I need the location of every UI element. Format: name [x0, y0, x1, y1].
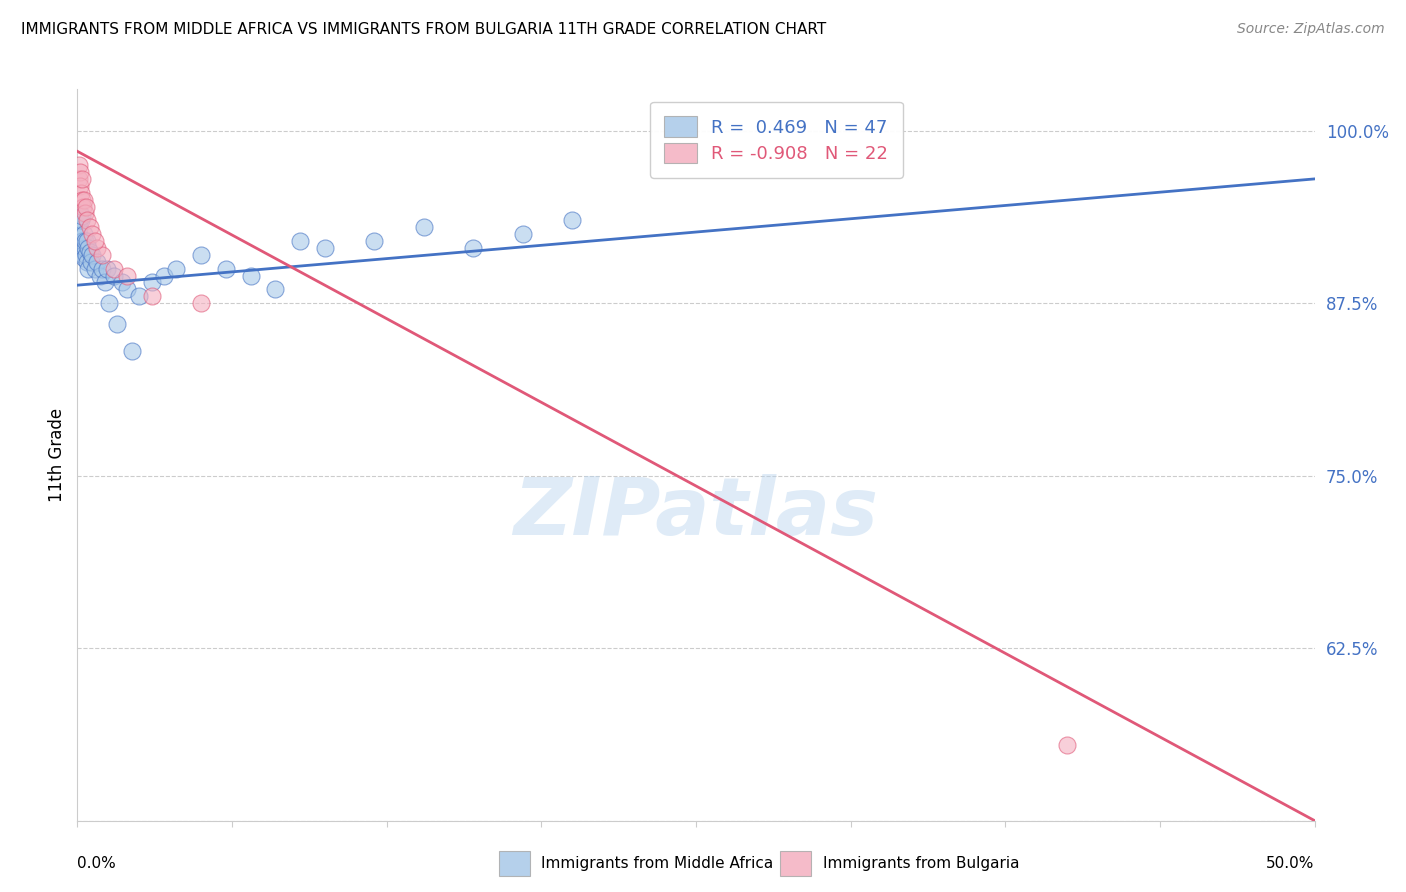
Point: [165, 261, 187, 276]
Point: [105, 317, 128, 331]
Point: [70, 193, 93, 207]
Point: [363, 234, 385, 248]
Point: [75, 248, 97, 262]
Point: [67, 158, 90, 172]
Point: [70, 186, 93, 200]
Point: [80, 254, 103, 268]
Point: [69, 165, 91, 179]
Point: [82, 227, 104, 241]
Point: [86, 241, 108, 255]
Point: [153, 268, 176, 283]
Point: [83, 234, 105, 248]
Point: [86, 254, 108, 268]
Point: [69, 178, 91, 193]
Point: [412, 220, 434, 235]
Point: [89, 268, 111, 283]
Point: [72, 200, 94, 214]
Point: [463, 241, 485, 255]
Point: [77, 261, 100, 276]
Text: Source: ZipAtlas.com: Source: ZipAtlas.com: [1237, 22, 1385, 37]
Point: [264, 282, 287, 296]
Point: [79, 245, 101, 260]
Point: [79, 220, 101, 235]
Point: [314, 241, 336, 255]
Point: [76, 234, 98, 248]
Point: [111, 276, 134, 290]
Point: [83, 261, 105, 276]
Point: [73, 206, 96, 220]
Text: Immigrants from Middle Africa: Immigrants from Middle Africa: [541, 856, 773, 871]
Point: [93, 276, 115, 290]
Point: [73, 241, 96, 255]
Point: [72, 193, 94, 207]
Point: [115, 282, 138, 296]
Point: [67, 172, 90, 186]
Point: [141, 276, 163, 290]
Point: [512, 227, 534, 241]
Text: 0.0%: 0.0%: [77, 856, 117, 871]
Point: [1056, 738, 1078, 752]
Point: [72, 248, 94, 262]
Point: [82, 248, 104, 262]
Point: [72, 172, 94, 186]
Point: [561, 213, 583, 227]
Point: [141, 289, 163, 303]
Point: [72, 227, 94, 241]
Point: [103, 268, 125, 283]
Legend: R =  0.469   N = 47, R = -0.908   N = 22: R = 0.469 N = 47, R = -0.908 N = 22: [650, 102, 903, 178]
Point: [73, 251, 96, 265]
Point: [288, 234, 311, 248]
Point: [72, 209, 94, 223]
Point: [128, 289, 150, 303]
Point: [121, 344, 143, 359]
Point: [67, 220, 90, 235]
Point: [91, 261, 114, 276]
Point: [190, 296, 212, 310]
Point: [96, 261, 118, 276]
Text: 50.0%: 50.0%: [1267, 856, 1315, 871]
Point: [75, 200, 97, 214]
Point: [76, 254, 98, 268]
Point: [239, 268, 262, 283]
Point: [190, 248, 212, 262]
Point: [69, 241, 91, 255]
Point: [115, 268, 138, 283]
Text: ZIPatlas: ZIPatlas: [513, 475, 879, 552]
Point: [69, 206, 91, 220]
Point: [70, 213, 93, 227]
Point: [98, 296, 121, 310]
Point: [91, 248, 114, 262]
Point: [103, 261, 125, 276]
Point: [70, 234, 93, 248]
Point: [215, 261, 238, 276]
Point: [67, 227, 90, 241]
Text: Immigrants from Bulgaria: Immigrants from Bulgaria: [823, 856, 1019, 871]
Point: [75, 234, 97, 248]
Point: [76, 241, 98, 255]
Point: [76, 213, 98, 227]
Y-axis label: 11th Grade: 11th Grade: [48, 408, 66, 502]
Text: IMMIGRANTS FROM MIDDLE AFRICA VS IMMIGRANTS FROM BULGARIA 11TH GRADE CORRELATION: IMMIGRANTS FROM MIDDLE AFRICA VS IMMIGRA…: [21, 22, 827, 37]
